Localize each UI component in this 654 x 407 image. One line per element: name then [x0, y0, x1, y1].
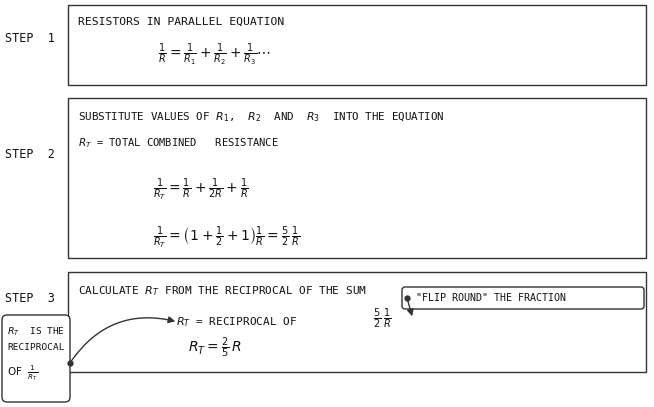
- Text: $\frac{1}{R} = \frac{1}{R_1} + \frac{1}{R_2} + \frac{1}{R_3}\cdots$: $\frac{1}{R} = \frac{1}{R_1} + \frac{1}{…: [158, 42, 271, 68]
- Text: SUBSTITUTE VALUES OF $R_1$,  $R_2$  AND  $R_3$  INTO THE EQUATION: SUBSTITUTE VALUES OF $R_1$, $R_2$ AND $R…: [78, 110, 445, 124]
- Text: $\frac{5}{2}\,\frac{1}{R}$: $\frac{5}{2}\,\frac{1}{R}$: [373, 307, 392, 331]
- FancyBboxPatch shape: [68, 5, 646, 85]
- Text: RESISTORS IN PARALLEL EQUATION: RESISTORS IN PARALLEL EQUATION: [78, 17, 284, 27]
- FancyBboxPatch shape: [68, 98, 646, 258]
- Text: $\frac{1}{R_T} = \left(1 + \frac{1}{2} + 1\right)\frac{1}{R} = \frac{5}{2}\,\fra: $\frac{1}{R_T} = \left(1 + \frac{1}{2} +…: [153, 225, 300, 251]
- Text: $R_T$ = RECIPROCAL OF: $R_T$ = RECIPROCAL OF: [176, 315, 297, 329]
- Text: RECIPROCAL: RECIPROCAL: [7, 343, 65, 352]
- FancyBboxPatch shape: [68, 272, 646, 372]
- Text: OF  $\frac{1}{R_T}$: OF $\frac{1}{R_T}$: [7, 363, 38, 383]
- Text: $\frac{1}{R_T} = \frac{1}{R} + \frac{1}{2R} + \frac{1}{R}$: $\frac{1}{R_T} = \frac{1}{R} + \frac{1}{…: [153, 177, 249, 203]
- Text: $R_T$ = TOTAL COMBINED   RESISTANCE: $R_T$ = TOTAL COMBINED RESISTANCE: [78, 136, 279, 150]
- Text: $R_T = \frac{2}{5}\,R$: $R_T = \frac{2}{5}\,R$: [188, 336, 241, 360]
- FancyBboxPatch shape: [402, 287, 644, 309]
- Text: STEP  1: STEP 1: [5, 32, 55, 45]
- Text: STEP  3: STEP 3: [5, 292, 55, 305]
- Text: $R_T$  IS THE: $R_T$ IS THE: [7, 325, 65, 337]
- Text: "FLIP ROUND" THE FRACTION: "FLIP ROUND" THE FRACTION: [416, 293, 566, 303]
- Text: STEP  2: STEP 2: [5, 147, 55, 160]
- FancyBboxPatch shape: [2, 315, 70, 402]
- Text: CALCULATE $R_T$ FROM THE RECIPROCAL OF THE SUM: CALCULATE $R_T$ FROM THE RECIPROCAL OF T…: [78, 284, 367, 298]
